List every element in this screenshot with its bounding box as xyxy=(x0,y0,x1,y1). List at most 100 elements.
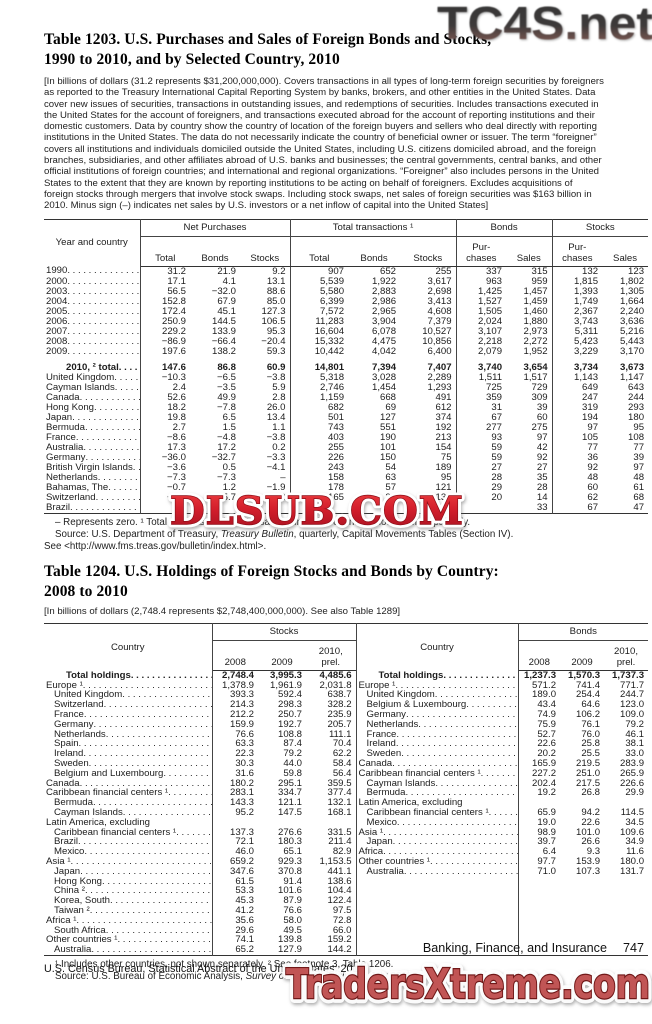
row-label: Canada xyxy=(44,392,141,403)
cell-value: 34.9 xyxy=(625,836,645,848)
cell-value: 62.2 xyxy=(332,748,352,760)
section-title: Banking, Finance, and Insurance xyxy=(422,941,607,955)
cell-value: 61 xyxy=(633,481,645,493)
cell-value: 92 xyxy=(551,462,603,473)
cell-value: 205.7 xyxy=(327,718,352,730)
table-row: 2008 −86.9 −66.4 −20.415,332 4,475 10,8562,21… xyxy=(44,335,648,347)
cell-value: 255 xyxy=(289,442,349,453)
cell-value: 2,883 xyxy=(372,285,397,297)
cell-value xyxy=(518,877,560,887)
cell-value: 86.8 xyxy=(217,361,236,373)
cell-value: 165 xyxy=(289,492,349,503)
cell-value: 104.4 xyxy=(327,885,352,897)
cell-value: 243 xyxy=(289,462,349,473)
cell-value: 39 xyxy=(536,401,548,413)
cell-value: 571.2 xyxy=(532,679,557,691)
cell-value: 108 xyxy=(628,431,645,443)
row-label: Africa ¹ xyxy=(44,915,213,926)
column-group-net-purchases: Net Purchases xyxy=(140,219,291,237)
cell-value: 190 xyxy=(380,431,397,443)
column-group-total-transactions: Total transactions ¹ xyxy=(289,219,457,237)
cell-value: 20 xyxy=(455,492,507,503)
row-label: Japan xyxy=(355,837,519,848)
cell-value: 53.3 xyxy=(235,885,254,897)
cell-value: 643 xyxy=(628,381,645,393)
row-label: British Virgin Islands xyxy=(44,462,141,473)
cell-value: 2,272 xyxy=(523,335,548,347)
cell-value: 75.9 xyxy=(537,718,557,730)
cell-value: 98.9 xyxy=(537,826,557,838)
row-label xyxy=(355,886,519,897)
table-row: Hong Kong 61.5 91.4 138.6 xyxy=(44,876,648,887)
cell-value: 131 xyxy=(435,491,452,503)
cell-value: 1,570.3 xyxy=(568,669,601,681)
cell-value: 337 xyxy=(455,266,507,277)
cell-value: 127 xyxy=(380,411,397,423)
cell-value: 19.8 xyxy=(167,411,186,423)
cell-value: 30.3 xyxy=(235,758,254,770)
cell-value: 93 xyxy=(455,432,507,443)
cell-value: 1,378.9 xyxy=(221,679,254,691)
cell-value: 2,973 xyxy=(523,325,548,337)
column-header-2008: 2008 xyxy=(212,640,258,671)
column-header-2008: 2008 xyxy=(518,640,561,671)
cell-value: 58.4 xyxy=(332,758,352,770)
cell-value: 6.5 xyxy=(222,411,236,423)
column-header-purchases: Pur- chases xyxy=(551,236,603,267)
row-label: Brazil xyxy=(44,837,213,848)
row-label: 2000 xyxy=(44,276,141,287)
cell-value: 22.6 xyxy=(537,738,557,750)
cell-value: 226 xyxy=(289,452,349,463)
cell-value: 13.1 xyxy=(266,275,286,287)
column-header-sales: Sales xyxy=(506,236,553,267)
cell-value: 168.1 xyxy=(327,807,352,818)
cell-value: 377.4 xyxy=(327,787,352,799)
table-1203-title-line1: Table 1203. U.S. Purchases and Sales of … xyxy=(44,31,492,48)
cell-value: 10,527 xyxy=(422,325,452,337)
source-line: Source: U.S. Bureau of Economic Analysis… xyxy=(55,971,415,983)
cell-value: 65.9 xyxy=(537,807,557,818)
row-label: Canada xyxy=(44,778,213,789)
table-1204-body: Total holdings2,748.43,995.34,485.6Total… xyxy=(44,669,648,956)
cell-value: 5,539 xyxy=(289,276,349,287)
cell-value: 68 xyxy=(633,491,645,503)
cell-value: 217.5 xyxy=(576,777,601,789)
row-label: Germany xyxy=(355,710,519,720)
cell-value: 127.3 xyxy=(261,305,286,317)
cell-value: 123.0 xyxy=(620,699,645,711)
table-row: United Kingdom −10.3 −6.5 −3.85,318 3,028 2,2… xyxy=(44,371,648,383)
cell-value: 87.9 xyxy=(283,895,302,907)
cell-value: 5,216 xyxy=(620,325,645,337)
cell-value: −4.1 xyxy=(266,461,286,473)
cell-value: 139.8 xyxy=(277,934,302,946)
cell-value: 5.7 xyxy=(222,491,236,503)
table-1204-note: [In billions of dollars (2,748.4 represe… xyxy=(44,605,401,617)
cell-value: 212.2 xyxy=(229,709,254,721)
cell-value: 1,454 xyxy=(372,381,397,393)
column-header-2009: 2009 xyxy=(258,640,306,671)
row-label: Belgium and Luxembourg xyxy=(44,768,213,779)
cell-value: 283.1 xyxy=(229,787,254,799)
cell-value: 3,636 xyxy=(620,315,645,327)
row-label: Cayman Islands xyxy=(355,778,519,789)
cell-value: 1,961.9 xyxy=(269,679,302,691)
cell-value: 189.0 xyxy=(532,689,557,701)
cell-value: 592.4 xyxy=(277,689,302,701)
cell-value xyxy=(560,926,604,936)
cell-value: 19.0 xyxy=(537,816,557,828)
table-row: 2006 250.9 144.5 106.511,283 3,904 7,3792,024… xyxy=(44,315,648,327)
cell-value: −7.8 xyxy=(217,401,236,413)
cell-value: 403 xyxy=(289,432,349,443)
cell-value: 21.9 xyxy=(217,265,236,277)
table-1204-title-line2: 2008 to 2010 xyxy=(44,582,128,600)
row-label: Mexico xyxy=(355,817,519,828)
cell-value: 178 xyxy=(289,482,349,493)
cell-value: 3,028 xyxy=(372,371,397,383)
row-label: France xyxy=(355,729,519,740)
